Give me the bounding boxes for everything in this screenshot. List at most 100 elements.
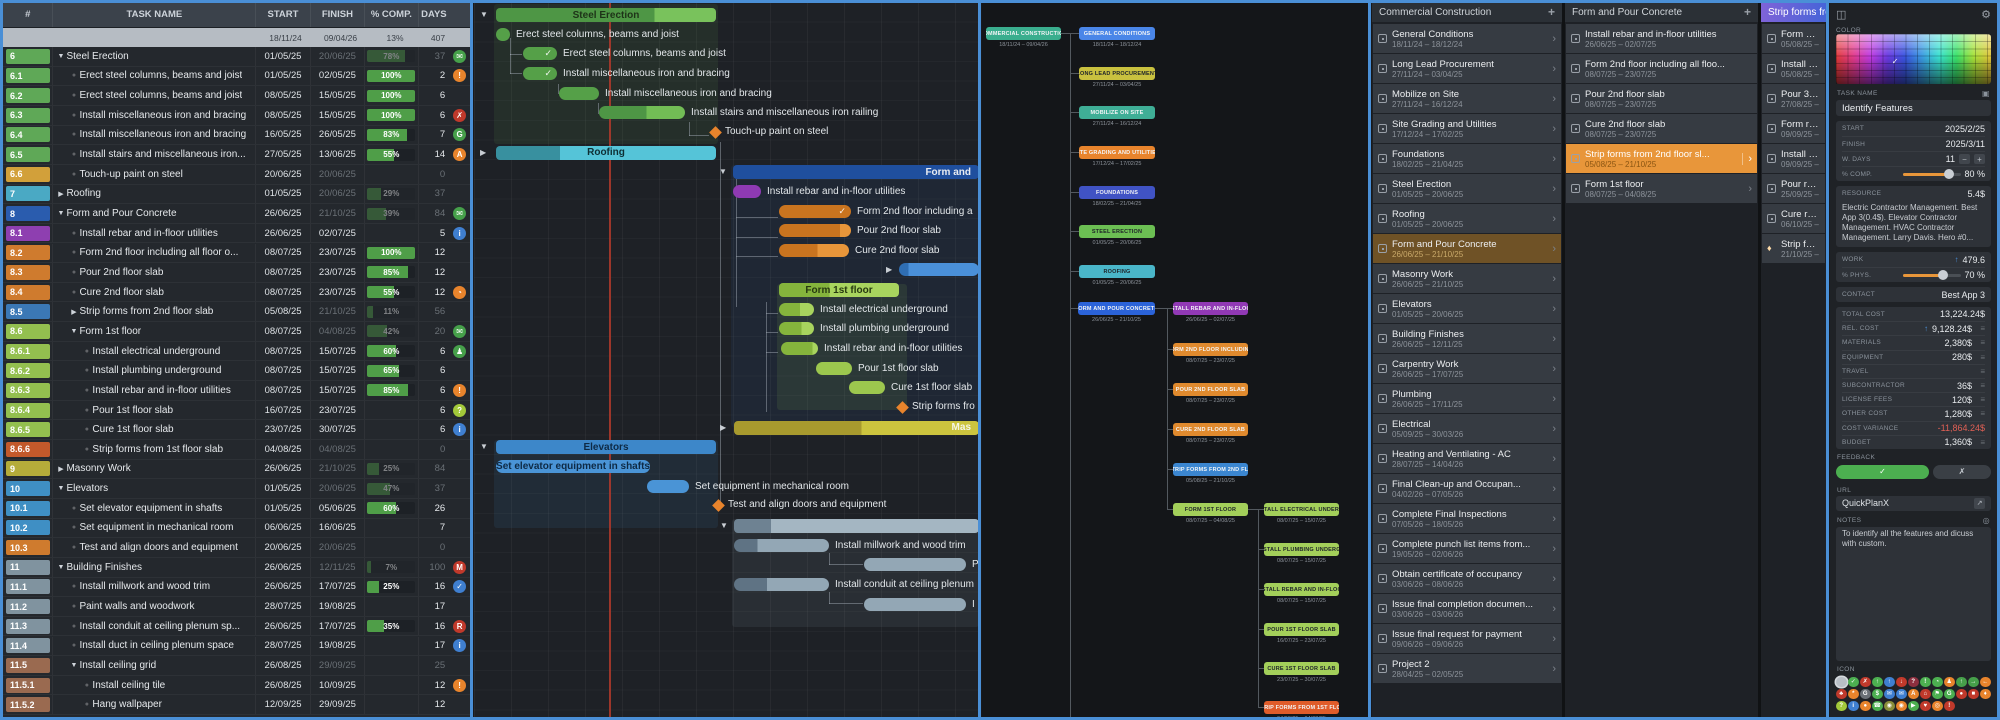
task-start-cell[interactable]: 01/05/25 [255, 498, 309, 518]
table-row[interactable]: 10.2 ● Set equipment in mechanical room 06/… [3, 518, 470, 539]
table-row[interactable]: 6.2 ● Erect steel columns, beams and joist… [3, 86, 470, 106]
task-number-badge[interactable]: 10 [6, 481, 50, 497]
pct-complete-bar[interactable]: 42% [367, 325, 416, 338]
field-value[interactable]: 2025/3/11 [1945, 139, 1985, 149]
task-name-cell[interactable]: ● Cure 1st floor slab [52, 420, 255, 439]
table-row[interactable]: 8.4 ● Cure 2nd floor slab 08/07/25 23/07/25 5… [3, 282, 470, 303]
col-header-pct[interactable]: % COMP. [364, 2, 417, 27]
table-row[interactable]: 6.6 ● Touch-up paint on steel 20/06/25 20/06… [3, 164, 470, 185]
table-row[interactable]: 10 ▼ Elevators 01/05/25 20/06/25 47% 37 [3, 479, 470, 499]
pct-complete-bar[interactable]: 83% [367, 128, 416, 141]
table-row[interactable]: 8 ▼ Form and Pour Concrete 26/06/25 21/10/25… [3, 204, 470, 224]
icon-option[interactable]: ↑ [1884, 676, 1895, 687]
icon-option[interactable]: ♣ [1836, 688, 1847, 699]
task-finish-cell[interactable]: 19/08/25 [309, 636, 364, 656]
table-row[interactable]: 8.6.1 ● Install electrical underground 08/0… [3, 341, 470, 362]
board-column-header[interactable]: Form and Pour Concrete + [1565, 2, 1758, 22]
gantt-collapse-caret-icon[interactable]: ▼ [480, 10, 488, 19]
task-name-cell[interactable]: ● Install millwork and wood trim [52, 577, 255, 597]
icon-option[interactable]: ⚑ [1932, 688, 1943, 699]
task-name-cell[interactable]: ▼ Form 1st floor [52, 322, 255, 341]
task-finish-cell[interactable]: 20/06/25 [309, 538, 364, 557]
table-row[interactable]: 11.5.1 ● Install ceiling tile 26/08/25 10/09… [3, 675, 470, 696]
color-palette[interactable]: ✓ [1836, 34, 1991, 84]
task-name-cell[interactable]: ● Erect steel columns, beams and joist [52, 66, 255, 86]
task-start-cell[interactable]: 01/05/25 [255, 47, 309, 66]
task-name-cell[interactable]: ▶ Strip forms from 2nd floor slab [52, 302, 255, 322]
gantt-task-bar[interactable]: ✓ [779, 204, 851, 218]
gantt-task-bar[interactable] [779, 302, 814, 316]
task-number-badge[interactable]: 11 [6, 559, 50, 575]
table-row[interactable]: 8.6.2 ● Install plumbing underground 08/07/… [3, 361, 470, 382]
board-task-item[interactable]: Final Clean-up and Occupan... 04/02/26 – … [1373, 474, 1561, 503]
board-task-item[interactable]: Cure roof slab06/10/25 – 15/10/ [1762, 204, 1825, 233]
table-row[interactable]: 9 ▶ Masonry Work 26/06/25 21/10/25 25% 84 [3, 459, 470, 480]
network-task-node[interactable]: Pour 2nd Floor Slab [1173, 383, 1248, 396]
col-header-finish[interactable]: FINISH [309, 2, 364, 27]
pct-complete-bar[interactable]: 100% [367, 89, 416, 102]
task-finish-cell[interactable]: 15/05/25 [309, 105, 364, 125]
network-task-node[interactable]: General Conditions [1079, 27, 1155, 40]
task-number-badge[interactable]: 8.6.6 [6, 441, 50, 457]
task-name-cell[interactable]: ▶ Masonry Work [52, 459, 255, 479]
task-start-cell[interactable]: 26/06/25 [255, 459, 309, 479]
table-row[interactable]: 11.2 ● Paint walls and woodwork 28/07/25 19/… [3, 597, 470, 617]
pct-complete-bar[interactable]: 55% [367, 148, 416, 161]
task-flag-icon[interactable]: i [453, 423, 467, 437]
task-start-cell[interactable]: 04/08/25 [255, 440, 309, 459]
task-number-badge[interactable]: 8.4 [6, 284, 50, 300]
expand-caret-icon[interactable]: ▶ [58, 465, 64, 473]
pane-separator[interactable] [1826, 0, 1829, 720]
task-finish-cell[interactable]: 21/10/25 [309, 204, 364, 223]
icon-option[interactable]: ♦ [1980, 688, 1991, 699]
cost-menu-icon[interactable]: ≡ [1980, 409, 1985, 419]
task-finish-cell[interactable]: 23/07/25 [309, 263, 364, 282]
table-row[interactable]: 8.5 ▶ Strip forms from 2nd floor slab 05/08… [3, 302, 470, 323]
board-task-item[interactable]: Complete Final Inspections 07/05/26 – 18/… [1373, 504, 1561, 533]
icon-option[interactable]: ● [1956, 688, 1967, 699]
gantt-task-bar[interactable] [816, 361, 852, 375]
icon-option[interactable]: → [1968, 676, 1979, 687]
gantt-task-bar[interactable] [864, 597, 966, 611]
task-name-cell[interactable]: ▶ Roofing [52, 184, 255, 204]
board-task-item[interactable]: ♦ Strip forms fro21/10/25 – 21/10/ [1762, 234, 1825, 263]
board-task-item[interactable]: Plumbing 26/06/25 – 17/11/25 › [1373, 384, 1561, 413]
board-task-item[interactable]: Obtain certificate of occupancy 03/06/26 … [1373, 564, 1561, 593]
gantt-task-bar[interactable] [779, 322, 814, 336]
task-number-badge[interactable]: 8.6.5 [6, 422, 50, 438]
table-row[interactable]: 8.1 ● Install rebar and in-floor utilities… [3, 223, 470, 244]
task-number-badge[interactable]: 8.6.2 [6, 363, 50, 379]
board-task-item[interactable]: Form roof slab09/09/25 – 17/09 [1762, 114, 1825, 143]
icon-option[interactable]: ✓ [1848, 676, 1859, 687]
gantt-task-bar[interactable] [779, 243, 849, 257]
icon-option[interactable]: ◉ [1884, 700, 1895, 711]
task-number-badge[interactable]: 8.2 [6, 245, 50, 261]
task-number-badge[interactable]: 11.5.1 [6, 677, 50, 693]
network-task-node[interactable]: Roofing [1079, 265, 1155, 278]
task-flag-icon[interactable]: ✗ [453, 108, 467, 122]
icon-option[interactable]: G [1944, 688, 1955, 699]
task-name-cell[interactable]: ● Install miscellaneous iron and bracing [52, 105, 255, 125]
task-start-cell[interactable]: 26/08/25 [255, 656, 309, 675]
col-header-number[interactable]: # [25, 9, 31, 20]
board-task-item[interactable]: Install rebar a05/08/25 – 15/08 [1762, 54, 1825, 83]
task-start-cell[interactable]: 08/07/25 [255, 263, 309, 282]
task-finish-cell[interactable]: 05/06/25 [309, 498, 364, 518]
col-header-days[interactable]: DAYS [417, 2, 450, 27]
board-task-item[interactable]: Building Finishes 26/06/25 – 12/11/25 › [1373, 324, 1561, 353]
board-task-item[interactable]: Form 1st floor 08/07/25 – 04/08/25 › [1566, 174, 1757, 203]
task-finish-cell[interactable]: 30/07/25 [309, 420, 364, 439]
board-task-item[interactable]: Form 3rd floo05/08/25 – 15/08 [1762, 24, 1825, 53]
task-start-cell[interactable]: 01/05/25 [255, 479, 309, 498]
icon-option[interactable]: ↓ [1896, 676, 1907, 687]
gantt-task-bar[interactable] [647, 479, 689, 493]
network-task-node[interactable]: Mobilize on Site [1079, 106, 1155, 119]
task-finish-cell[interactable]: 26/05/25 [309, 125, 364, 145]
task-number-badge[interactable]: 6.2 [6, 88, 50, 104]
notes-view-icon[interactable]: ◎ [1982, 515, 1990, 525]
cost-menu-icon[interactable]: ≡ [1980, 352, 1985, 362]
task-number-badge[interactable]: 8.1 [6, 225, 50, 241]
cost-menu-icon[interactable]: ≡ [1980, 366, 1985, 376]
table-row[interactable]: 6 ▼ Steel Erection 01/05/25 20/06/25 78% 37 ✉ [3, 47, 470, 67]
icon-option[interactable]: ✉ [1896, 688, 1907, 699]
